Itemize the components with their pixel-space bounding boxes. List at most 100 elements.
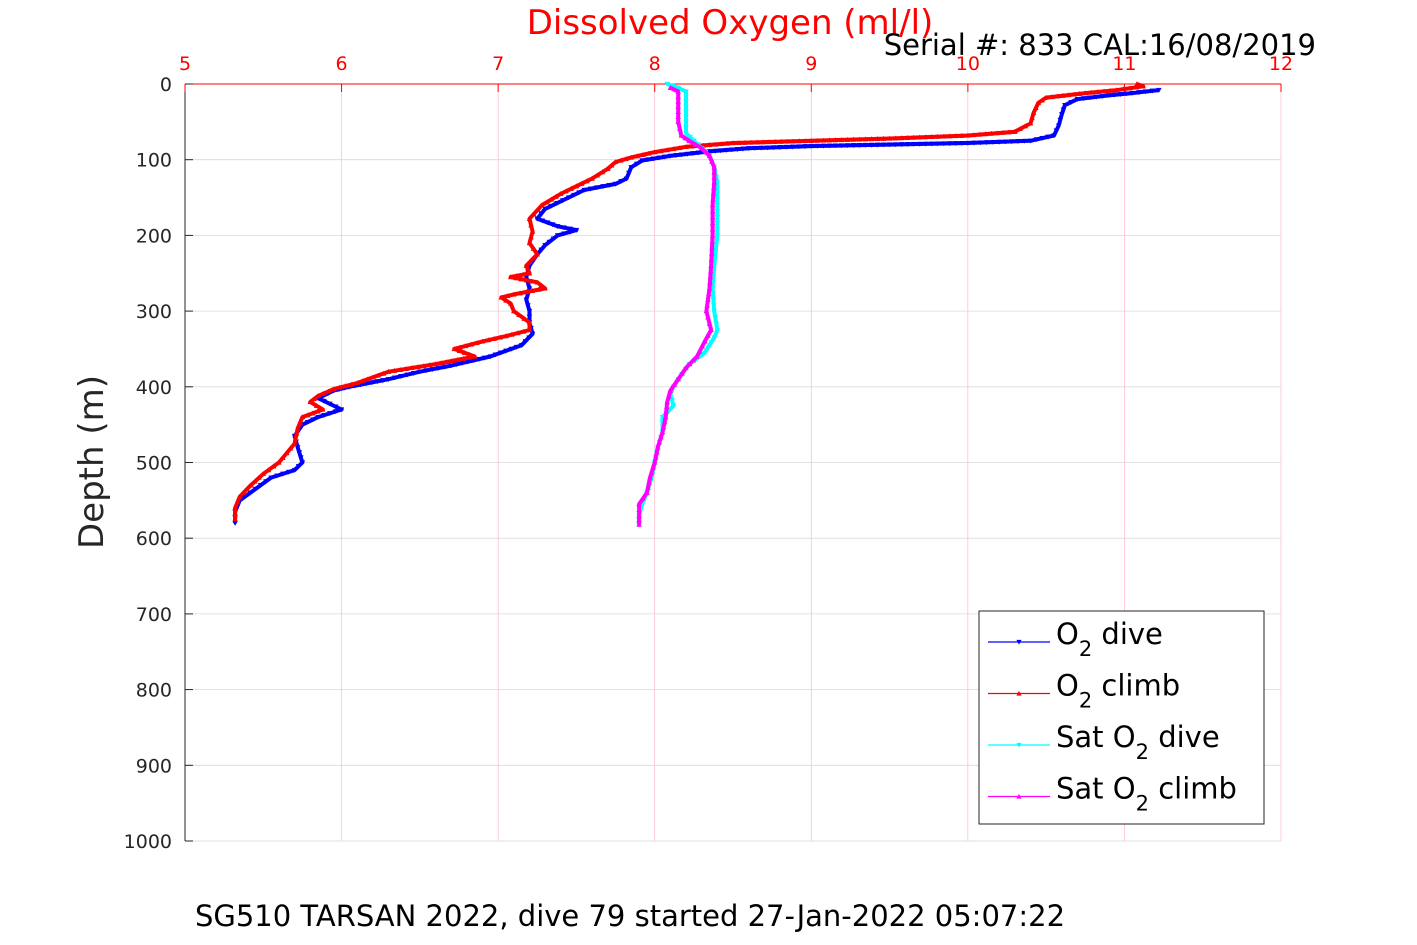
series-point bbox=[548, 203, 554, 209]
series-point bbox=[526, 319, 533, 325]
series-point bbox=[451, 346, 458, 352]
series-point bbox=[844, 143, 851, 149]
series-point bbox=[826, 137, 833, 143]
series-point bbox=[705, 291, 712, 297]
y-tick-label: 600 bbox=[136, 528, 172, 550]
series-point bbox=[1127, 85, 1133, 91]
series-point bbox=[670, 146, 677, 152]
x-tick-label: 10 bbox=[956, 53, 980, 75]
series-point bbox=[702, 149, 709, 155]
series-point bbox=[946, 141, 953, 147]
series-point bbox=[683, 109, 689, 115]
series-point bbox=[244, 486, 250, 492]
series-point bbox=[711, 164, 718, 170]
series-point bbox=[646, 150, 652, 156]
legend-label-subscript: 2 bbox=[1136, 740, 1149, 764]
series-point bbox=[704, 302, 710, 308]
series-point bbox=[916, 134, 923, 140]
y-ticks: 0 100 200 300 400 500 600 700 800 900 1000 bbox=[124, 74, 193, 853]
series-point bbox=[655, 444, 661, 450]
series-point bbox=[1156, 87, 1162, 93]
series-point bbox=[683, 89, 689, 95]
series-point bbox=[1065, 92, 1072, 98]
series-point bbox=[714, 221, 721, 227]
series-point bbox=[1006, 129, 1012, 135]
series-point bbox=[1123, 91, 1130, 97]
series-point bbox=[714, 227, 721, 233]
series-point bbox=[683, 364, 689, 371]
series-point bbox=[240, 489, 247, 495]
series-point bbox=[443, 359, 450, 365]
series-point bbox=[707, 274, 714, 280]
y-tick-label: 200 bbox=[136, 225, 172, 247]
series-point bbox=[498, 294, 505, 300]
series-point bbox=[683, 143, 689, 150]
series-point bbox=[1080, 96, 1087, 102]
series-point bbox=[673, 153, 679, 159]
series-point bbox=[417, 369, 423, 375]
series-point bbox=[764, 145, 771, 151]
series-point bbox=[683, 114, 689, 120]
series-point bbox=[342, 383, 349, 389]
series-o2-climb bbox=[232, 81, 1147, 522]
series-point bbox=[385, 368, 392, 374]
series-point bbox=[898, 142, 905, 148]
series-point bbox=[380, 370, 387, 376]
series-point bbox=[1029, 115, 1035, 121]
series-point bbox=[554, 233, 561, 239]
series-point bbox=[1107, 87, 1114, 93]
series-point bbox=[513, 344, 520, 350]
series-point bbox=[661, 419, 668, 425]
series-point bbox=[1008, 139, 1015, 145]
series-point bbox=[1088, 89, 1095, 95]
legend-swatch-marker bbox=[1016, 793, 1022, 799]
series-point bbox=[661, 154, 668, 160]
y-tick-label: 300 bbox=[136, 301, 172, 323]
series-point bbox=[525, 303, 531, 309]
series-point bbox=[748, 139, 754, 145]
series-point bbox=[880, 135, 887, 141]
series-point bbox=[617, 157, 624, 163]
series-point bbox=[705, 314, 711, 320]
series-point bbox=[526, 308, 533, 315]
series-point bbox=[1048, 94, 1055, 100]
series-point bbox=[886, 135, 893, 141]
series-point bbox=[988, 130, 995, 136]
series-point bbox=[549, 222, 556, 228]
series-point bbox=[612, 159, 619, 165]
series-point bbox=[374, 379, 381, 385]
series-point bbox=[1053, 128, 1060, 134]
series-point bbox=[485, 337, 492, 343]
series-point bbox=[669, 397, 675, 403]
series-point bbox=[327, 401, 333, 407]
series-point bbox=[1068, 99, 1075, 106]
series-point bbox=[391, 367, 398, 373]
series-point bbox=[567, 226, 573, 232]
series-point bbox=[542, 285, 548, 291]
series-point bbox=[784, 138, 791, 144]
series-point bbox=[1074, 96, 1081, 103]
series-point bbox=[294, 445, 301, 451]
series-point bbox=[664, 147, 671, 153]
series-point bbox=[664, 81, 671, 87]
x-tick-label: 8 bbox=[649, 53, 661, 75]
y-tick-label: 500 bbox=[136, 453, 172, 475]
series-point bbox=[922, 134, 929, 140]
series-point bbox=[311, 395, 317, 402]
series-point bbox=[554, 201, 560, 207]
series-point bbox=[514, 330, 521, 336]
series-point bbox=[928, 141, 935, 147]
series-point bbox=[497, 350, 504, 356]
series-point bbox=[1012, 128, 1018, 134]
series-point bbox=[310, 417, 316, 423]
series-point bbox=[636, 521, 642, 527]
series-point bbox=[536, 286, 542, 292]
series-point bbox=[701, 338, 708, 344]
series-point bbox=[584, 178, 590, 184]
serial-label: Serial #: 833 CAL:16/08/2019 bbox=[884, 28, 1316, 62]
series-point bbox=[1140, 83, 1147, 89]
series-point bbox=[886, 142, 893, 148]
series-point bbox=[675, 88, 682, 94]
series-point bbox=[1082, 90, 1089, 96]
series-point bbox=[729, 147, 735, 153]
